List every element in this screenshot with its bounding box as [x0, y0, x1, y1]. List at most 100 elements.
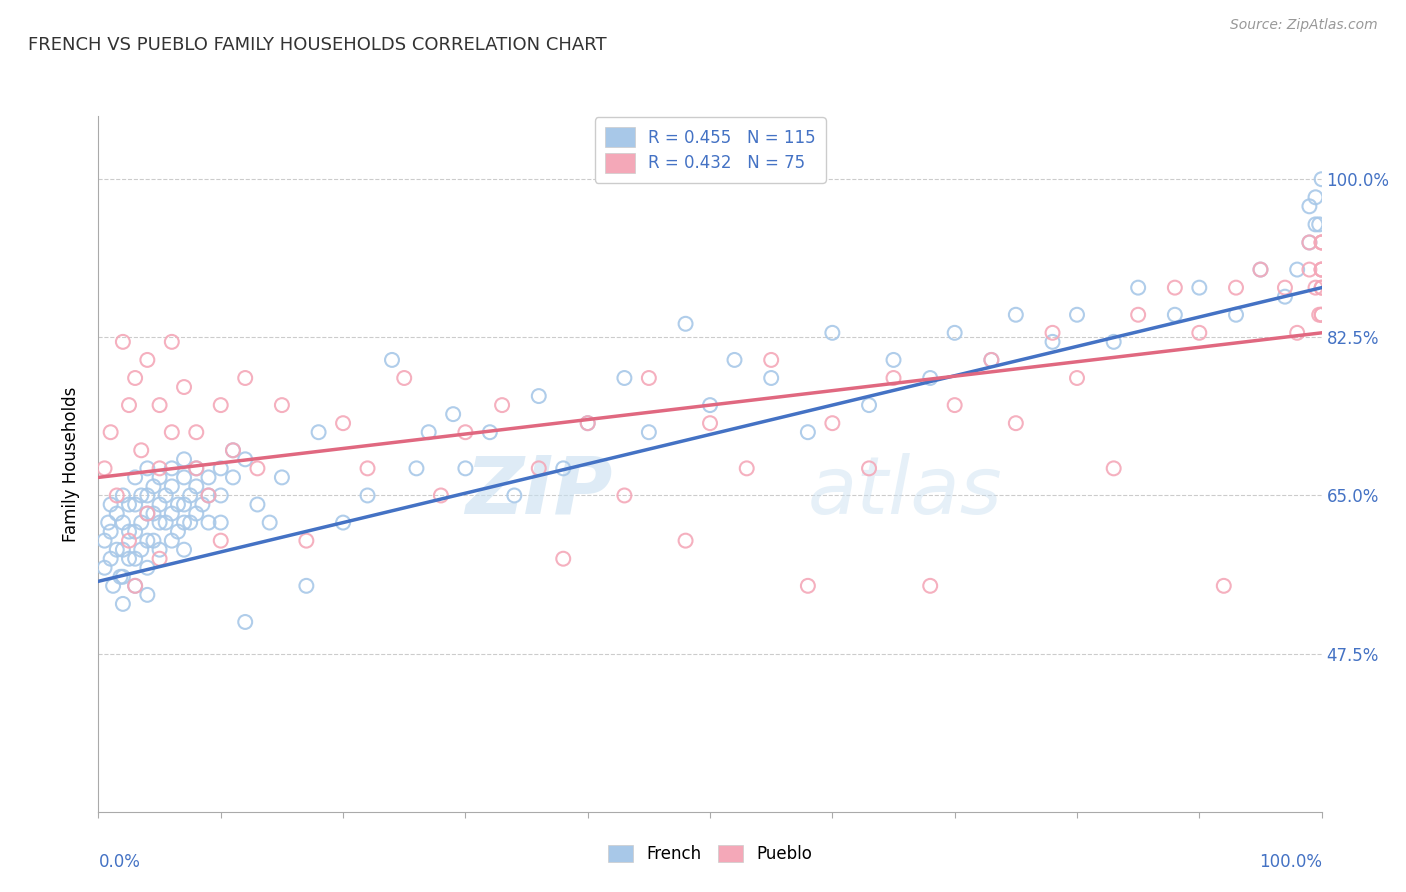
Point	[1066, 308, 1088, 322]
Point	[920, 371, 942, 385]
Point	[173, 452, 195, 467]
Point	[197, 488, 219, 502]
Point	[233, 452, 256, 467]
Point	[160, 461, 183, 475]
Point	[295, 533, 318, 548]
Point	[111, 516, 134, 530]
Point	[613, 488, 636, 502]
Point	[118, 533, 141, 548]
Point	[883, 371, 905, 385]
Point	[381, 353, 404, 368]
Point	[405, 461, 427, 475]
Point	[124, 498, 146, 512]
Point	[527, 389, 550, 403]
Point	[173, 498, 195, 512]
Point	[246, 498, 269, 512]
Point	[105, 488, 128, 502]
Point	[136, 353, 159, 368]
Point	[136, 533, 159, 548]
Point	[136, 560, 159, 574]
Point	[155, 516, 177, 530]
Point	[110, 570, 132, 584]
Point	[576, 416, 599, 430]
Point	[100, 524, 122, 539]
Point	[454, 461, 477, 475]
Point	[503, 488, 526, 502]
Point	[1188, 326, 1211, 340]
Point	[186, 507, 208, 521]
Legend: French, Pueblo: French, Pueblo	[602, 838, 818, 870]
Text: atlas: atlas	[808, 452, 1002, 531]
Point	[943, 326, 966, 340]
Point	[222, 470, 245, 484]
Point	[1249, 262, 1271, 277]
Point	[821, 326, 844, 340]
Point	[118, 398, 141, 412]
Point	[118, 524, 141, 539]
Point	[111, 542, 134, 557]
Point	[943, 398, 966, 412]
Point	[149, 542, 172, 557]
Point	[129, 443, 152, 458]
Text: 0.0%: 0.0%	[98, 854, 141, 871]
Point	[209, 488, 232, 502]
Point	[233, 371, 256, 385]
Point	[1274, 290, 1296, 304]
Point	[197, 516, 219, 530]
Point	[173, 380, 195, 394]
Point	[1102, 334, 1125, 349]
Point	[186, 425, 208, 440]
Point	[1042, 326, 1064, 340]
Point	[149, 516, 172, 530]
Point	[179, 488, 201, 502]
Point	[155, 488, 177, 502]
Point	[723, 353, 745, 368]
Point	[93, 560, 115, 574]
Point	[1310, 235, 1333, 250]
Point	[1310, 262, 1333, 277]
Point	[149, 470, 172, 484]
Point	[149, 461, 172, 475]
Point	[270, 470, 294, 484]
Point	[1188, 280, 1211, 294]
Point	[699, 398, 721, 412]
Point	[1310, 235, 1333, 250]
Point	[797, 425, 820, 440]
Point	[858, 398, 880, 412]
Point	[699, 416, 721, 430]
Point	[136, 507, 159, 521]
Point	[136, 488, 159, 502]
Point	[105, 542, 128, 557]
Point	[124, 579, 146, 593]
Point	[1286, 326, 1309, 340]
Point	[1305, 280, 1327, 294]
Point	[1310, 308, 1333, 322]
Point	[1298, 199, 1320, 213]
Point	[1128, 308, 1150, 322]
Point	[246, 461, 269, 475]
Point	[761, 353, 783, 368]
Point	[735, 461, 758, 475]
Point	[1308, 218, 1330, 232]
Point	[209, 516, 232, 530]
Point	[1004, 416, 1026, 430]
Point	[356, 488, 378, 502]
Point	[129, 516, 152, 530]
Point	[295, 579, 318, 593]
Point	[142, 533, 165, 548]
Point	[920, 579, 942, 593]
Point	[761, 371, 783, 385]
Point	[142, 507, 165, 521]
Point	[441, 407, 464, 421]
Point	[111, 597, 134, 611]
Point	[478, 425, 501, 440]
Point	[118, 498, 141, 512]
Point	[111, 570, 134, 584]
Point	[167, 498, 190, 512]
Point	[209, 461, 232, 475]
Point	[136, 588, 159, 602]
Point	[149, 398, 172, 412]
Point	[1310, 235, 1333, 250]
Point	[100, 551, 122, 566]
Point	[858, 461, 880, 475]
